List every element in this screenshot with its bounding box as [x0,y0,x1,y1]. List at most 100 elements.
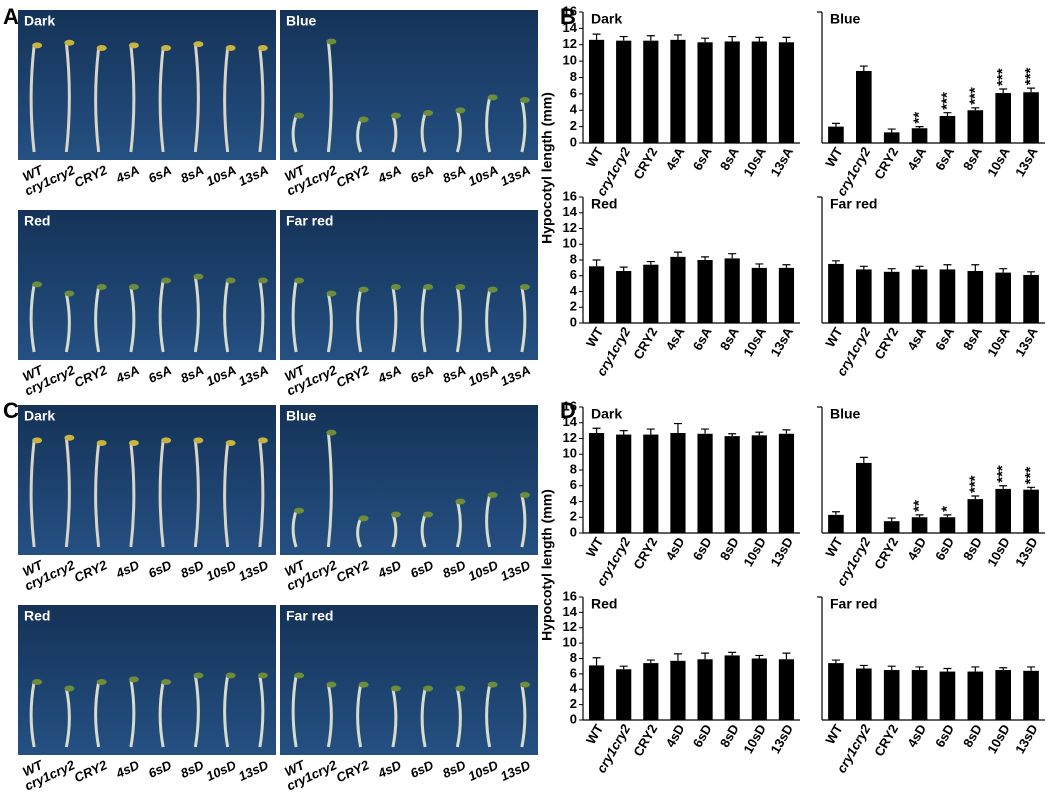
chart-title: Blue [830,11,861,27]
x-tick-label: 10sA [984,324,1013,359]
x-tick-label: 13sA [767,144,796,179]
photo-title: Dark [24,13,55,29]
seedling [258,440,265,548]
error-bar [887,268,896,272]
seedling [291,675,298,748]
seedling-label: 13sA [236,362,271,389]
y-tick-label: 14 [563,20,578,35]
seedling [520,286,527,353]
error-bar [782,36,791,43]
cotyledon [32,437,43,444]
cotyledon [225,440,236,446]
significance: *** [966,475,983,493]
seedling-label: 10sA [466,162,501,189]
bar [911,269,928,323]
bar [967,671,984,720]
cotyledon [455,107,466,114]
seedling-label: 10sD [466,557,501,584]
error-bar [943,514,952,518]
bar [724,41,740,143]
seedling [129,679,136,748]
seedling-label: 13sD [498,757,533,784]
significance: *** [994,68,1011,86]
cotyledon [390,112,401,119]
chart-title: Red [591,596,617,612]
y-tick-label: 0 [570,134,577,149]
x-tick-label: 8sD [960,722,985,750]
seedling [420,688,427,748]
seedling [485,97,492,153]
seedling-label: 13sA [498,362,533,389]
error-bar [999,268,1008,273]
seedling [29,284,36,353]
cotyledon [161,277,172,284]
error-bar [755,36,764,42]
error-bar [619,665,628,670]
error-bar [646,35,655,41]
cotyledon [358,515,369,522]
cotyledon [193,437,204,444]
x-tick-label: 6sD [932,722,957,750]
seedling [223,280,230,353]
seedling-label: 10sD [204,757,239,784]
bar [643,40,659,143]
cotyledon [128,42,139,49]
seedling-label: 8sD [440,557,469,581]
y-tick-label: 6 [570,477,577,492]
error-bar [646,428,655,435]
seedling-label: 13sA [236,162,271,189]
seedling-label: 6sD [408,557,437,581]
error-bar [915,126,924,129]
seedling [420,286,427,353]
photo-title: Far red [286,213,333,229]
bar [828,263,844,323]
seedling-label: 8sD [178,557,207,581]
error-bar [619,35,628,41]
bar [883,521,900,533]
chart-title: Far red [830,596,877,612]
seedling-label: 6sA [146,362,174,386]
significance: ** [911,112,928,124]
x-tick-label: 8sD [960,535,985,563]
cotyledon [64,39,75,46]
error-bar [1027,666,1036,671]
y-tick-label: 16 [563,188,577,203]
y-tick-label: 10 [563,635,577,650]
x-tick-label: 13sD [767,535,796,569]
seedling-label: 8sD [440,757,469,781]
y-tick-label: 12 [563,36,577,51]
error-bar [592,427,601,433]
error-bar [859,664,868,669]
cotyledon [257,45,268,51]
seedling-label: 6sD [146,557,175,581]
seedling [94,47,101,153]
x-tick-label: 8sA [717,144,742,173]
y-tick-label: 8 [570,461,577,476]
x-tick-label: 6sD [690,535,715,563]
seedling [485,289,492,353]
cotyledon [128,676,139,683]
error-bar [755,654,764,659]
panel-letter: B [560,4,576,29]
bar [939,671,956,720]
x-tick-label: 8sD [717,535,742,563]
seedling-label: 10sD [466,757,501,784]
seedling-label: 13sA [498,162,533,189]
bar [670,432,686,533]
cotyledon [423,110,434,116]
error-bar [1027,271,1036,275]
cotyledon [225,672,236,679]
bar [967,110,984,143]
cotyledon [423,284,434,290]
error-bar [831,122,840,127]
x-tick-label: 10sD [984,535,1013,569]
x-tick-label: 13sD [1012,722,1041,756]
x-tick-label: WT [822,325,845,350]
error-bar [971,666,980,672]
cotyledon [423,685,434,692]
seedling [223,442,230,548]
bar [616,669,632,720]
bar [697,433,713,533]
seedling-label: 8sD [178,757,207,781]
cotyledon [487,492,498,498]
